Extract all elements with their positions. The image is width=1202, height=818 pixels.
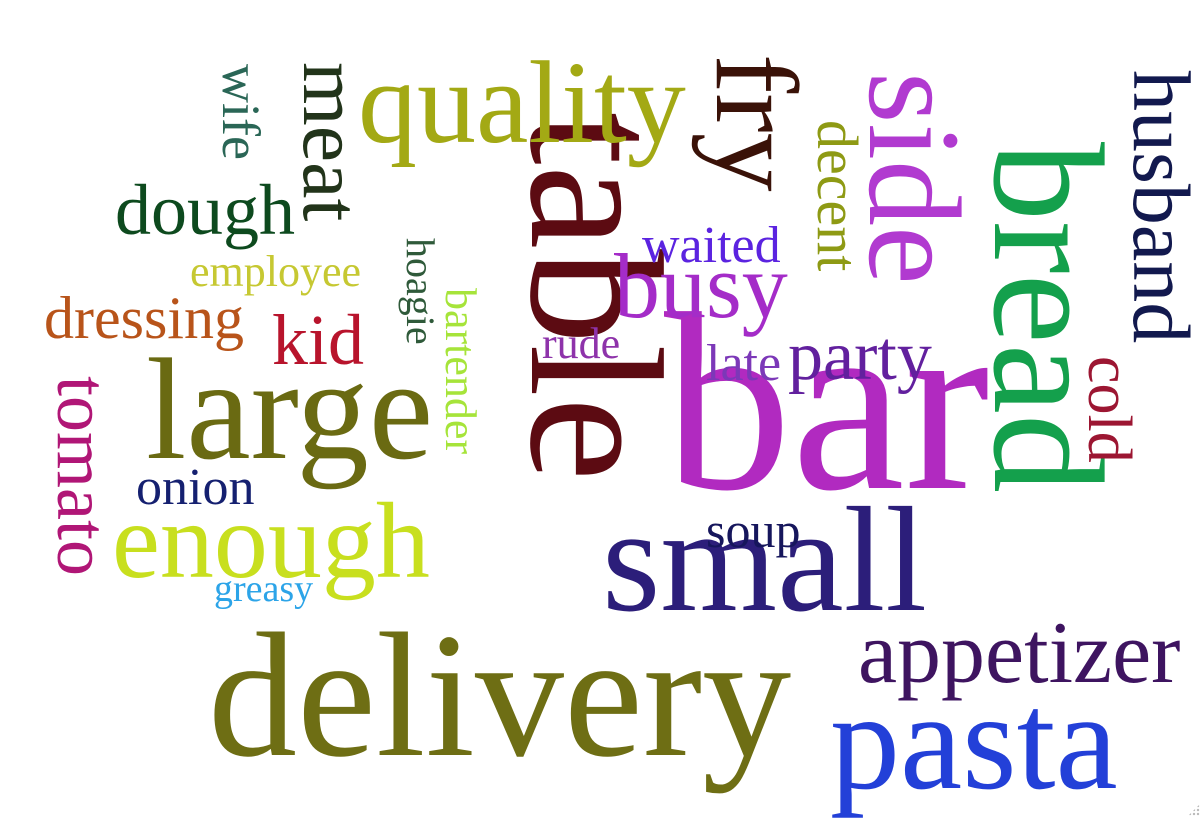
word-small: small	[602, 477, 927, 643]
word-meat: meat	[286, 62, 377, 222]
word-bar: bar	[664, 262, 990, 544]
word-cold: cold	[1075, 356, 1143, 463]
word-large: large	[146, 330, 434, 490]
word-bartender: bartender	[436, 288, 485, 455]
word-late: late	[706, 335, 782, 392]
word-tomato: tomato	[42, 376, 122, 576]
word-wife: wife	[211, 64, 271, 160]
word-delivery: delivery	[208, 596, 792, 794]
word-rude: rude	[542, 319, 621, 368]
word-fry: fry	[691, 54, 822, 192]
word-employee: employee	[190, 247, 362, 296]
word-onion: onion	[136, 459, 255, 516]
word-party: party	[788, 318, 932, 395]
word-dressing: dressing	[44, 285, 244, 351]
word-appetizer: appetizer	[858, 605, 1181, 702]
word-kid: kid	[272, 300, 365, 380]
word-soup: soup	[706, 502, 801, 558]
word-busy: busy	[614, 235, 788, 337]
word-husband: husband	[1116, 70, 1202, 344]
word-hoagie: hoagie	[398, 238, 443, 345]
word-pasta: pasta	[830, 664, 1118, 818]
word-waited: waited	[642, 217, 781, 274]
word-enough: enough	[112, 482, 430, 601]
word-greasy: greasy	[214, 568, 314, 610]
word-decent: decent	[805, 120, 870, 272]
word-dough: dough	[115, 170, 295, 250]
resize-grip-icon[interactable]	[1188, 804, 1200, 816]
word-quality: quality	[358, 37, 686, 168]
